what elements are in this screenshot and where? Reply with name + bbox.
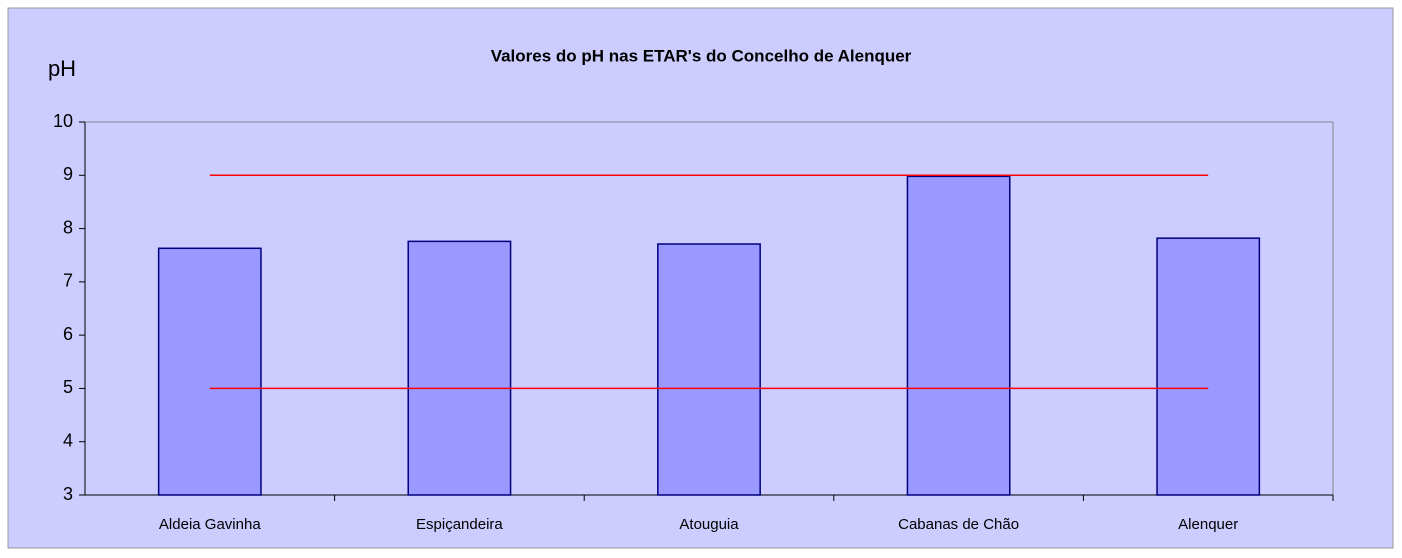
y-tick-label: 7 bbox=[63, 271, 73, 291]
y-tick-label: 10 bbox=[53, 111, 73, 131]
y-tick-label: 6 bbox=[63, 324, 73, 344]
x-tick-label: Alenquer bbox=[1178, 516, 1238, 533]
x-tick-label: Atouguia bbox=[679, 516, 739, 533]
y-axis-label: pH bbox=[48, 56, 76, 81]
y-tick-label: 3 bbox=[63, 484, 73, 504]
y-tick-label: 8 bbox=[63, 217, 73, 237]
y-tick-label: 4 bbox=[63, 430, 73, 450]
x-tick-label: Espiçandeira bbox=[416, 516, 503, 533]
bar bbox=[407, 240, 512, 496]
bar bbox=[1156, 237, 1261, 496]
y-tick-label: 9 bbox=[63, 164, 73, 184]
y-tick-label: 5 bbox=[63, 377, 73, 397]
x-tick-label: Cabanas de Chão bbox=[898, 516, 1019, 533]
bar bbox=[157, 247, 262, 496]
chart-title: Valores do pH nas ETAR's do Concelho de … bbox=[491, 46, 912, 65]
x-tick-label: Aldeia Gavinha bbox=[159, 516, 261, 533]
bar bbox=[906, 175, 1011, 496]
bar bbox=[657, 243, 761, 496]
